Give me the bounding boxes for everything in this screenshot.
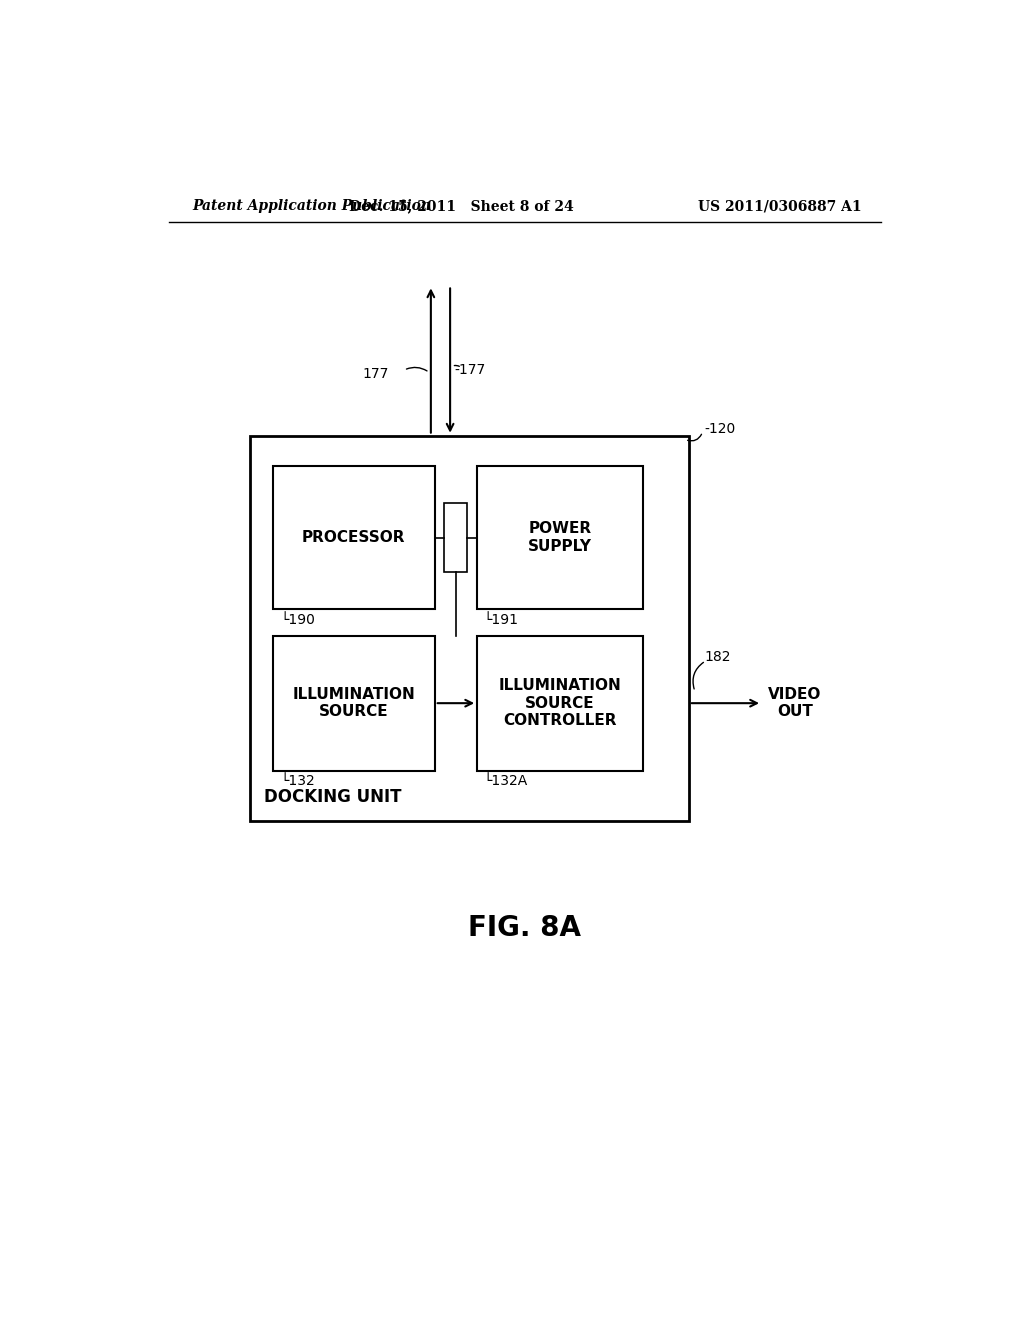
Text: 182: 182 <box>705 649 731 664</box>
Text: POWER
SUPPLY: POWER SUPPLY <box>527 521 592 554</box>
Bar <box>477 636 643 771</box>
Text: └190: └190 <box>281 612 315 627</box>
Text: DOCKING UNIT: DOCKING UNIT <box>264 788 401 807</box>
Text: ILLUMINATION
SOURCE: ILLUMINATION SOURCE <box>293 686 416 719</box>
Bar <box>477 466 643 609</box>
Text: PROCESSOR: PROCESSOR <box>302 531 406 545</box>
Text: Patent Application Publication: Patent Application Publication <box>193 199 431 213</box>
Bar <box>273 636 435 771</box>
Text: FIG. 8A: FIG. 8A <box>468 915 582 942</box>
Text: └191: └191 <box>483 612 518 627</box>
Text: └132: └132 <box>281 775 315 788</box>
Text: Dec. 15, 2011   Sheet 8 of 24: Dec. 15, 2011 Sheet 8 of 24 <box>349 199 574 213</box>
Bar <box>250 436 689 821</box>
Text: 177: 177 <box>362 367 388 381</box>
Bar <box>273 466 435 609</box>
Text: └132A: └132A <box>483 775 527 788</box>
Text: US 2011/0306887 A1: US 2011/0306887 A1 <box>698 199 862 213</box>
Text: -120: -120 <box>705 422 735 437</box>
Text: ILLUMINATION
SOURCE
CONTROLLER: ILLUMINATION SOURCE CONTROLLER <box>499 678 622 729</box>
Bar <box>444 503 467 573</box>
Text: -177: -177 <box>454 363 485 378</box>
Text: VIDEO
OUT: VIDEO OUT <box>768 686 821 719</box>
